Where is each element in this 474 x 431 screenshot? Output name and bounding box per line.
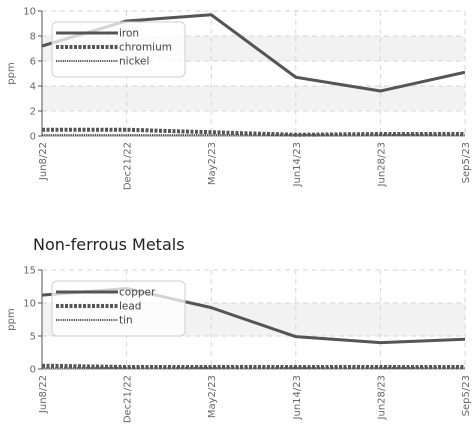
legend-label-chromium: chromium [119, 42, 172, 54]
y-tick-label: 15 [23, 266, 36, 277]
chart-2: 0 5 10 15 Jun8/22 Dec21/22 May2/23 Jun14/23 Jun2… [6, 266, 472, 424]
y-tick-label: 4 [30, 82, 36, 93]
y-tick-label: 10 [23, 7, 36, 18]
x-tick-label: Jun28/23 [376, 375, 387, 420]
legend-box [51, 21, 186, 78]
legend: copper lead tin [51, 280, 186, 337]
legend-label-tin: tin [119, 315, 133, 327]
x-tick-label: Jun8/22 [38, 142, 49, 181]
x-tick-label: Jun8/22 [38, 375, 49, 414]
chart-2-title: Non-ferrous Metals [33, 235, 185, 254]
y-tick-label: 6 [30, 57, 36, 68]
y-tick-label: 10 [23, 299, 36, 310]
y-tick-label: 8 [30, 32, 36, 43]
series-line-lead [41, 363, 465, 370]
legend-label-copper: copper [119, 287, 156, 299]
x-tick-label: Jun14/23 [292, 142, 303, 187]
y-tick-label: 0 [30, 132, 36, 143]
y-tick-label: 2 [30, 107, 36, 118]
legend-box [51, 280, 186, 337]
x-tick-label: May2/23 [207, 375, 218, 418]
x-tick-label: Sep5/23 [461, 142, 472, 183]
legend: iron chromium nickel [51, 21, 186, 78]
x-tick-label: Jun28/23 [376, 142, 387, 187]
x-tick-label: Dec21/22 [123, 375, 134, 423]
y-tick-label: 5 [30, 332, 36, 343]
x-tick-label: Dec21/22 [123, 142, 134, 190]
series-line-chromium [42, 127, 465, 137]
legend-label-nickel: nickel [119, 56, 149, 68]
y-tick-label: 0 [30, 365, 36, 376]
x-tick-label: Sep5/23 [461, 375, 472, 416]
chart-1: 0 2 4 6 8 10 Jun8/22 Dec21/22 May2/23 Jun14/23 Jun… [6, 7, 472, 191]
y-axis-label: ppm [6, 62, 17, 84]
legend-label-iron: iron [119, 28, 139, 40]
x-tick-label: May2/23 [207, 142, 218, 185]
y-axis-label: ppm [6, 308, 17, 330]
grid-band [42, 86, 465, 111]
x-tick-label: Jun14/23 [292, 375, 303, 420]
legend-label-lead: lead [119, 301, 141, 313]
